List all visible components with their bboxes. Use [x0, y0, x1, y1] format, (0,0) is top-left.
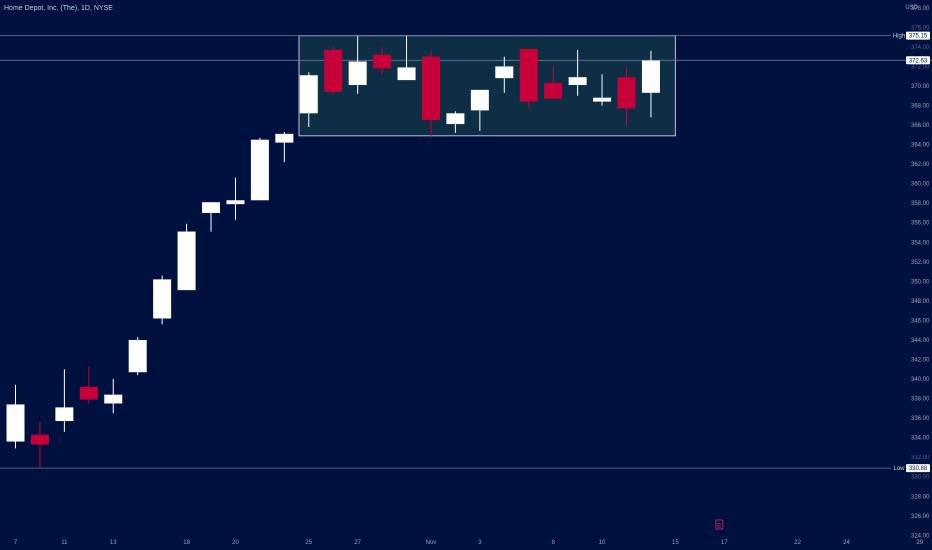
y-tick-label: 362.00 — [911, 162, 930, 168]
x-tick-label: 20 — [232, 540, 239, 546]
y-tick-label: 352.00 — [911, 260, 930, 266]
x-tick-label: 18 — [183, 540, 190, 546]
x-tick-label: 25 — [305, 540, 312, 546]
x-tick-label: 11 — [61, 540, 68, 546]
candle-body[interactable] — [202, 202, 221, 213]
candle-body[interactable] — [495, 66, 514, 79]
candle-body[interactable] — [397, 67, 416, 81]
level-tag — [906, 31, 930, 40]
candle-body[interactable] — [519, 48, 538, 102]
y-tick-label: 360.00 — [911, 182, 930, 188]
y-tick-label: 354.00 — [911, 240, 930, 246]
y-tick-label: 340.00 — [911, 377, 930, 383]
x-tick-label: 8 — [552, 540, 556, 546]
candle-body[interactable] — [275, 133, 294, 143]
candle-body[interactable] — [446, 113, 465, 125]
candle-body[interactable] — [79, 386, 98, 400]
y-tick-label: 366.00 — [911, 123, 930, 129]
x-tick-label: 27 — [354, 540, 361, 546]
x-tick-label: 7 — [14, 540, 18, 546]
currency-label: USD — [905, 5, 918, 11]
candle-body[interactable] — [470, 89, 489, 111]
candle-body[interactable] — [226, 200, 245, 205]
candle-body[interactable] — [177, 231, 196, 291]
y-tick-label: 374.00 — [911, 45, 930, 51]
y-tick-label: 342.00 — [911, 358, 930, 364]
earnings-marker-label: E — [717, 523, 722, 530]
candle-body[interactable] — [617, 77, 636, 109]
y-tick-label: 336.00 — [911, 416, 930, 422]
candle-body[interactable] — [641, 60, 660, 93]
y-tick-label: 324.00 — [911, 533, 930, 539]
x-tick-label: 24 — [843, 540, 850, 546]
y-tick-label: 332.00 — [911, 455, 930, 461]
y-tick-label: 328.00 — [911, 494, 930, 500]
candle-body[interactable] — [593, 97, 612, 102]
level-tag-label: High — [893, 34, 905, 40]
level-tag-value: 375.15 — [909, 34, 928, 40]
candle-body[interactable] — [568, 77, 587, 85]
x-tick-label: 17 — [721, 540, 728, 546]
candle-body[interactable] — [421, 56, 440, 121]
y-tick-label: 346.00 — [911, 318, 930, 324]
x-tick-label: 10 — [599, 540, 606, 546]
y-tick-label: 368.00 — [911, 104, 930, 110]
y-tick-label: 372.00 — [911, 64, 930, 70]
level-tag — [906, 56, 930, 65]
y-tick-label: 364.00 — [911, 143, 930, 149]
x-tick-label: 15 — [672, 540, 679, 546]
y-tick-label: 370.00 — [911, 84, 930, 90]
candle-body[interactable] — [324, 49, 343, 92]
y-tick-label: 378.00 — [911, 6, 930, 12]
y-tick-label: 344.00 — [911, 338, 930, 344]
chart-title: Home Depot, Inc. (The), 1D, NYSE — [4, 5, 113, 12]
level-tag-label: Low — [893, 466, 905, 472]
candle-body[interactable] — [104, 394, 123, 404]
level-tag — [906, 464, 930, 473]
candle-body[interactable] — [544, 83, 563, 99]
y-tick-label: 338.00 — [911, 397, 930, 403]
level-tag-value: 372.63 — [909, 58, 928, 64]
x-tick-label: Nov — [426, 540, 437, 546]
x-tick-label: 22 — [794, 540, 801, 546]
candle-body[interactable] — [55, 407, 74, 422]
range-box[interactable] — [298, 35, 676, 137]
candle-body[interactable] — [153, 279, 172, 319]
earnings-marker[interactable] — [715, 519, 724, 530]
candle-body[interactable] — [6, 404, 25, 442]
y-tick-label: 330.00 — [911, 475, 930, 481]
x-tick-label: 13 — [110, 540, 117, 546]
y-tick-label: 326.00 — [911, 514, 930, 520]
y-tick-label: 356.00 — [911, 221, 930, 227]
level-tag-value: 330.88 — [909, 466, 928, 472]
y-tick-label: 358.00 — [911, 201, 930, 207]
y-tick-label: 350.00 — [911, 279, 930, 285]
x-tick-label: 3 — [478, 540, 482, 546]
y-tick-label: 348.00 — [911, 299, 930, 305]
candle-body[interactable] — [30, 434, 49, 445]
candle-body[interactable] — [299, 75, 318, 114]
y-tick-label: 334.00 — [911, 436, 930, 442]
candle-body[interactable] — [348, 61, 367, 85]
y-tick-label: 376.00 — [911, 25, 930, 31]
candle-body[interactable] — [373, 54, 392, 69]
candle-body[interactable] — [128, 339, 147, 373]
x-tick-label: 29 — [916, 540, 923, 546]
candle-body[interactable] — [250, 139, 269, 201]
